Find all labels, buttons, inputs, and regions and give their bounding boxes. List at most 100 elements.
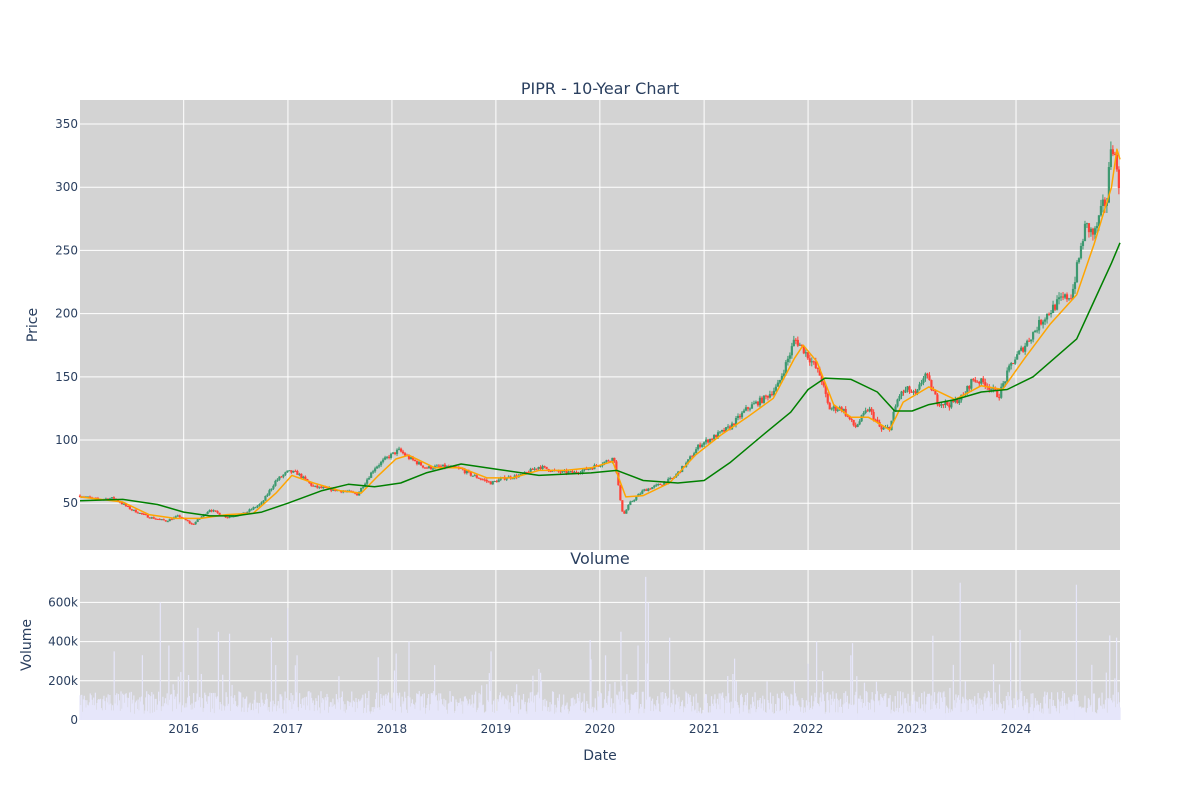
volume-bar	[558, 694, 561, 720]
volume-bar	[399, 706, 402, 720]
candle-body	[820, 375, 823, 383]
volume-bar	[611, 713, 613, 720]
candle-body	[1063, 294, 1067, 298]
volume-bar	[878, 700, 880, 720]
candle-body	[699, 444, 702, 447]
volume-bar	[523, 704, 525, 720]
volume-bar	[933, 701, 935, 720]
candle-body	[898, 396, 901, 400]
volume-bar	[645, 699, 648, 720]
volume-bar	[990, 697, 992, 720]
candle-body	[421, 465, 425, 468]
volume-bars	[79, 576, 1121, 720]
candle-body	[280, 476, 283, 478]
volume-bar	[123, 702, 126, 720]
volume-bar	[734, 701, 737, 720]
volume-bar	[215, 696, 217, 720]
volume-bar	[112, 710, 114, 720]
volume-bar	[1095, 712, 1097, 720]
candle-body	[262, 500, 265, 503]
volume-bar	[108, 704, 110, 720]
volume-bar	[178, 704, 180, 720]
volume-bar	[81, 694, 83, 720]
volume-bar	[468, 703, 470, 720]
volume-bar	[968, 710, 970, 720]
volume-bar	[1118, 702, 1120, 720]
volume-bar	[80, 705, 82, 720]
volume-bar	[904, 698, 907, 720]
volume-bar	[516, 684, 518, 720]
volume-bar	[1104, 708, 1106, 720]
volume-bar	[1083, 707, 1085, 720]
volume-bar	[81, 711, 84, 720]
volume-bar	[634, 693, 636, 720]
volume-bar	[1080, 706, 1082, 720]
volume-bar	[1082, 707, 1084, 720]
volume-bar	[892, 711, 895, 720]
volume-bar	[1038, 704, 1040, 720]
candle-body	[256, 505, 259, 508]
volume-bar	[425, 708, 427, 720]
volume-bar	[877, 701, 879, 720]
volume-bar	[817, 704, 819, 720]
candle-body	[395, 449, 399, 454]
candle-body	[493, 481, 496, 483]
candle-body	[320, 486, 323, 488]
volume-bar	[856, 676, 858, 720]
volume-bar	[791, 694, 793, 720]
volume-bar	[167, 705, 169, 720]
volume-bar	[1068, 697, 1070, 720]
candle-body	[906, 386, 909, 390]
volume-bar	[545, 700, 548, 720]
candle-body	[372, 471, 375, 473]
volume-bar	[1081, 707, 1083, 720]
volume-bar	[485, 711, 487, 720]
volume-bar	[211, 708, 214, 720]
volume-bar	[403, 701, 405, 720]
volume-bar	[455, 699, 457, 720]
volume-bar	[189, 704, 191, 720]
volume-bar	[608, 691, 610, 720]
candle-body	[866, 410, 869, 412]
candle-body	[485, 479, 488, 482]
volume-bar	[669, 637, 671, 720]
candle-body	[1022, 347, 1025, 352]
candle-body	[798, 344, 801, 346]
candle-body	[391, 452, 395, 454]
volume-bar	[543, 705, 545, 720]
volume-bar	[134, 713, 136, 720]
volume-bar	[362, 694, 364, 720]
volume-bar	[103, 695, 105, 720]
volume-bar	[115, 695, 117, 720]
candle-body	[559, 471, 562, 473]
candle-body	[206, 511, 209, 515]
volume-bar	[267, 710, 269, 720]
volume-bar	[581, 701, 584, 720]
volume-bar	[228, 703, 230, 720]
volume-bar	[753, 706, 755, 720]
candle-body	[940, 404, 943, 406]
volume-bar	[667, 705, 669, 720]
volume-bar	[151, 692, 153, 720]
volume-bar	[942, 692, 944, 720]
volume-bar	[786, 713, 788, 720]
candle-body	[772, 390, 776, 395]
volume-bar	[1016, 700, 1019, 720]
volume-bar	[625, 698, 627, 720]
volume-bar	[932, 635, 934, 720]
volume-bar	[410, 706, 412, 720]
volume-bar	[654, 705, 656, 720]
volume-bar	[1076, 695, 1078, 720]
candle-body	[974, 379, 977, 382]
candle-body	[427, 466, 431, 469]
volume-bar	[871, 692, 873, 720]
candle-body	[858, 421, 861, 425]
volume-bar	[848, 703, 850, 720]
candle-body	[814, 361, 817, 368]
volume-bar	[259, 706, 261, 720]
volume-bar	[636, 692, 638, 720]
volume-bar	[85, 707, 87, 720]
volume-bar	[849, 704, 851, 720]
candle-body	[423, 467, 427, 469]
candle-body	[260, 502, 263, 505]
